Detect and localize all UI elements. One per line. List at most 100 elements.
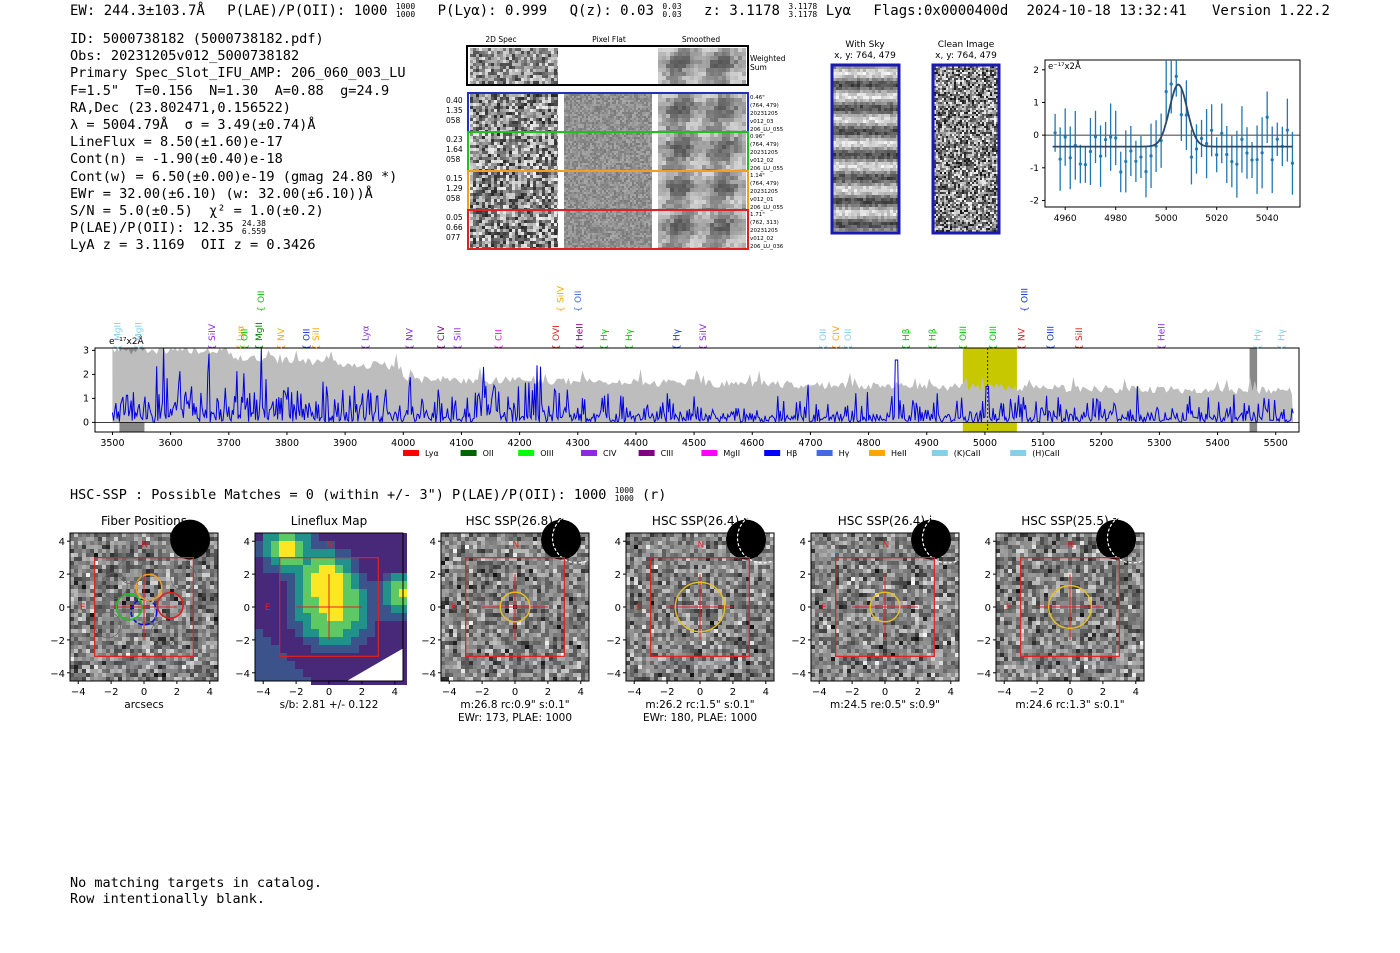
panel-x-tick-label: −4 (812, 687, 827, 698)
hsc-panel-title: HSC SSP(25.5) z (1021, 514, 1119, 528)
fiber-circle-other (170, 564, 197, 591)
info-fit: F=1.5" T=0.156 N=1.30 A=0.88 g=24.9 (70, 82, 390, 99)
spectrum-x-tick-label: 4000 (391, 438, 415, 449)
cutout-row-left-label: 058 (446, 116, 461, 125)
emission-line-label: OII { (574, 291, 584, 312)
hsc-panel-sky: HSC SSP(26.4) i N E −4 −4 −2 −2 0 0 2 2 4 4 m:24.5 re… (791, 512, 974, 711)
panel-x-tick-label: −2 (1030, 687, 1045, 698)
legend-item: HeII (869, 449, 907, 458)
emission-line-name: OII (844, 329, 854, 341)
emission-line-bracket: { (902, 344, 912, 350)
weighted-sum-label-2: Sum (750, 63, 767, 72)
panel-x-tick-label: 4 (207, 687, 213, 698)
emission-line-bracket: { (1075, 344, 1085, 350)
zoom-data-point (1088, 149, 1093, 154)
panel-y-tick-label: 4 (430, 537, 436, 548)
panel-caption-1: m:24.6 rc:1.3" s:0.1" (1015, 699, 1124, 711)
cutout-row-right-label: (764, 479) (750, 181, 779, 187)
spectrum-x-tick-label: 4600 (740, 438, 764, 449)
panel-x-tick-label: 2 (174, 687, 180, 698)
panel-x-tick-label: 0 (1067, 687, 1073, 698)
zoom-data-point (1235, 162, 1239, 166)
emission-line-bracket: { (929, 344, 939, 350)
info-sn: S/N = 5.0(±0.5) χ² = 1.0(±0.2) (70, 203, 324, 220)
zoom-y-tick-label: -2 (1030, 196, 1039, 206)
search-box (650, 557, 750, 657)
cutout-row-left-label: 0.05 (446, 213, 463, 222)
emission-line-bracket: { (552, 344, 562, 350)
emission-line-name: NV (406, 327, 416, 341)
emission-line-label: OII { (257, 291, 267, 312)
emission-line-bracket: { (277, 344, 287, 350)
compass-north: N (698, 541, 705, 551)
with-sky-coords: x, y: 764, 479 (834, 51, 896, 61)
spectrum-x-tick-label: 5200 (1089, 438, 1113, 449)
emission-line-label: SiII { (312, 327, 322, 350)
cutout-row-right-label: 0.96" (750, 134, 765, 140)
emission-line-bracket: { (1047, 344, 1057, 350)
emission-line-label: Hγ { (1278, 328, 1288, 350)
emission-line-bracket: { (236, 344, 246, 350)
spectrum-x-tick-label: 4100 (449, 438, 473, 449)
emission-line-name: SiIV (699, 323, 709, 341)
panel-y-tick-label: 4 (800, 537, 806, 548)
emission-line-name: OIII (1020, 288, 1030, 303)
compass-north: N (327, 541, 334, 551)
panel-y-tick-label: 2 (985, 570, 991, 581)
search-box (465, 557, 565, 657)
compass-north: N (513, 541, 520, 551)
cutout-row-right-label: v012_03 (750, 119, 774, 125)
row-pixelflat (564, 172, 652, 209)
weighted-sum-label-1: Weighted (750, 54, 786, 63)
panel-x-tick-label: 2 (1100, 687, 1106, 698)
star-mask (1106, 512, 1159, 564)
emission-line-label: Hγ { (600, 328, 610, 350)
emission-line-bracket: { (576, 344, 586, 350)
legend-item: OIII (518, 449, 554, 458)
panel-y-tick-label: 0 (985, 603, 991, 614)
spectrum-y-tick-label: 1 (83, 393, 89, 404)
emission-line-name: CIV (437, 325, 447, 341)
zoom-data-point (1093, 135, 1098, 139)
cutout-row-right-label: 206_LU_055 (750, 127, 784, 133)
emission-line-bracket: { (114, 344, 124, 350)
full-spectrum-plot: e⁻¹⁷x2Å 3500 3600 3700 3800 3900 4000 4100 4200 4… (83, 285, 1300, 458)
emission-line-name: SiII (1075, 327, 1085, 341)
zoom-data-point (1220, 131, 1224, 135)
emission-line-bracket: { (1254, 344, 1264, 350)
row-smoothed (658, 133, 746, 170)
emission-line-bracket: { (208, 344, 218, 350)
emission-line-name: OII (303, 329, 313, 341)
legend-swatch (816, 450, 833, 456)
search-box (279, 557, 379, 657)
search-box (1020, 557, 1120, 657)
emission-line-label: SiII { (453, 327, 463, 350)
row-pixelflat (564, 94, 652, 131)
source-aperture (869, 591, 901, 623)
emission-line-label: Hγ { (673, 328, 683, 350)
cutout-row-left-label: 0.40 (446, 96, 463, 105)
hsc-panel-sky: HSC SSP(26.4) r N E −4 −4 −2 −2 0 0 2 2 4 4 m:26.2 rc… (606, 512, 789, 724)
emission-line-bracket: { (257, 306, 267, 312)
legend-swatch (460, 450, 477, 456)
panel-x-tick-label: 2 (545, 687, 551, 698)
emission-line-bracket: { (312, 344, 322, 350)
zoom-data-point (1260, 151, 1264, 155)
zoom-y-tick-label: 2 (1033, 66, 1039, 76)
with-sky-title: With Sky (845, 40, 885, 50)
emission-line-label: HeII { (576, 323, 586, 350)
legend-swatch (869, 450, 885, 456)
zoom-data-point (1144, 170, 1148, 174)
zoom-x-tick-label: 4980 (1104, 214, 1127, 224)
emission-line-name: OIII (989, 326, 999, 341)
ws-2dspec (470, 48, 558, 84)
row-smoothed (658, 211, 746, 248)
emission-line-label: OIII { (959, 326, 969, 350)
fiber-circle (135, 573, 163, 601)
cutout-row-left-label: 0.15 (446, 174, 463, 183)
emission-line-bracket: { (437, 344, 447, 350)
panel-x-tick-label: 0 (326, 687, 332, 698)
cutout-row-right-label: (762, 313) (750, 220, 779, 226)
emission-line-label: CII { (495, 329, 505, 350)
